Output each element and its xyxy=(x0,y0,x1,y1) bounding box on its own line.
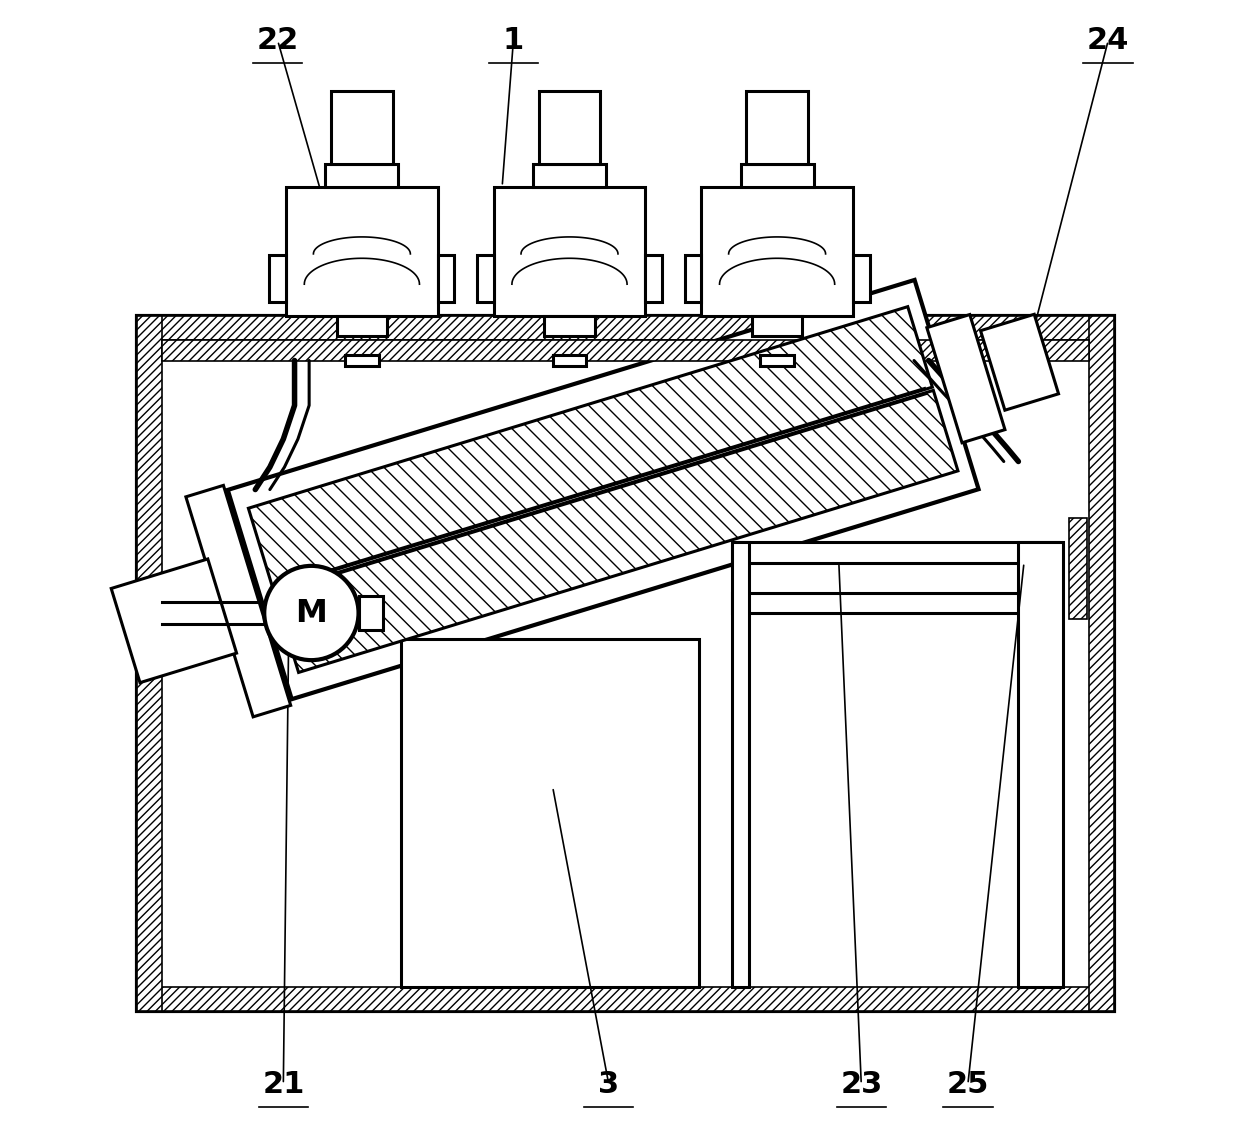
Bar xyxy=(138,987,1114,1011)
Polygon shape xyxy=(274,390,959,673)
Polygon shape xyxy=(981,314,1059,411)
Bar xyxy=(286,187,438,316)
Bar xyxy=(533,164,606,187)
Bar xyxy=(733,542,749,987)
Bar xyxy=(138,316,162,1011)
Polygon shape xyxy=(248,307,932,588)
Bar xyxy=(325,164,398,187)
Bar xyxy=(553,354,587,366)
Bar xyxy=(336,316,387,335)
Bar xyxy=(1069,518,1086,619)
Bar xyxy=(751,316,802,335)
Text: 1: 1 xyxy=(502,26,525,55)
Bar xyxy=(740,164,813,187)
Bar xyxy=(853,255,869,303)
Bar xyxy=(162,340,1089,360)
Bar xyxy=(138,316,1114,340)
Bar xyxy=(684,255,702,303)
Bar xyxy=(544,316,595,335)
Text: 22: 22 xyxy=(257,26,299,55)
Bar xyxy=(1018,542,1063,987)
Bar xyxy=(702,187,853,316)
Polygon shape xyxy=(228,280,978,699)
Bar xyxy=(494,187,645,316)
Bar xyxy=(733,593,1058,613)
Bar xyxy=(645,255,662,303)
Bar xyxy=(538,91,600,164)
Text: 21: 21 xyxy=(262,1070,305,1099)
Bar xyxy=(746,91,808,164)
Text: 3: 3 xyxy=(598,1070,619,1099)
Bar xyxy=(402,639,698,987)
Text: M: M xyxy=(295,597,327,629)
Bar xyxy=(733,542,1058,562)
Bar xyxy=(760,354,794,366)
Bar xyxy=(438,255,455,303)
Polygon shape xyxy=(926,315,1004,443)
Polygon shape xyxy=(112,559,237,683)
Polygon shape xyxy=(186,485,290,717)
Bar xyxy=(138,316,1114,1011)
Bar xyxy=(1089,316,1114,1011)
Bar xyxy=(269,255,286,303)
Text: 25: 25 xyxy=(946,1070,990,1099)
Bar xyxy=(345,354,378,366)
Circle shape xyxy=(264,566,358,660)
Bar xyxy=(331,91,393,164)
Bar xyxy=(477,255,494,303)
Text: 24: 24 xyxy=(1087,26,1130,55)
Bar xyxy=(358,596,383,630)
Text: 23: 23 xyxy=(841,1070,883,1099)
